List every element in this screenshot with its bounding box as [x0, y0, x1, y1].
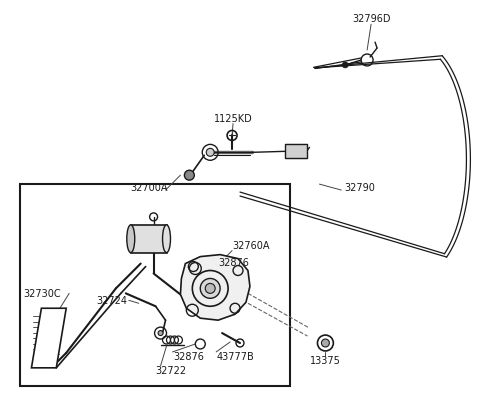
Bar [20, 184, 289, 386]
Text: 1125KD: 1125KD [214, 113, 252, 123]
Circle shape [322, 339, 329, 347]
Circle shape [205, 284, 215, 294]
Text: 32790: 32790 [344, 182, 375, 192]
Circle shape [206, 149, 214, 157]
Bar [131, 225, 167, 253]
Circle shape [200, 279, 220, 299]
Text: 32722: 32722 [156, 365, 187, 375]
Text: 32700A: 32700A [131, 182, 168, 192]
Text: 32876: 32876 [173, 351, 204, 361]
Ellipse shape [163, 225, 170, 253]
Text: 32760A: 32760A [232, 240, 270, 250]
Ellipse shape [127, 225, 135, 253]
Circle shape [342, 63, 348, 69]
Polygon shape [32, 308, 66, 368]
Circle shape [184, 171, 194, 181]
Text: 32796D: 32796D [352, 14, 390, 24]
Text: 32730C: 32730C [24, 289, 61, 299]
Circle shape [158, 331, 163, 336]
Polygon shape [180, 255, 250, 320]
Text: 32724: 32724 [96, 296, 127, 306]
Text: 13375: 13375 [310, 355, 341, 365]
Text: 32876: 32876 [218, 257, 249, 267]
Text: 43777B: 43777B [216, 351, 254, 361]
Bar [285, 145, 307, 159]
